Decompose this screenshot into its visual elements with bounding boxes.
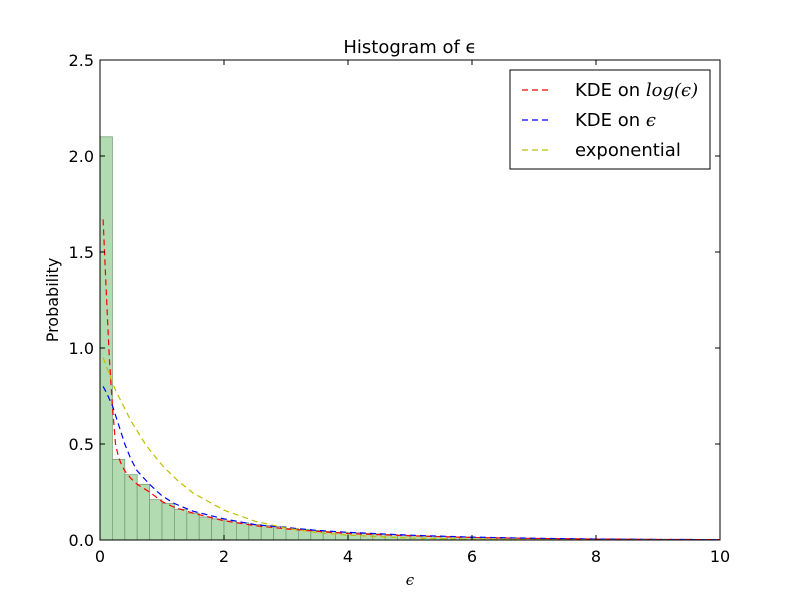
- histogram-bar: [161, 503, 175, 541]
- legend-label: exponential: [575, 140, 681, 161]
- x-tick-label: 4: [343, 547, 353, 566]
- y-tick-label: 1.0: [69, 339, 94, 358]
- histogram-bars: [99, 136, 721, 541]
- x-tick-label: 10: [710, 547, 730, 566]
- x-tick-label: 6: [467, 547, 477, 566]
- histogram-bar: [124, 474, 138, 541]
- histogram-bar: [136, 483, 150, 541]
- legend-label: KDE on ϵ: [575, 110, 656, 131]
- histogram-bar: [223, 520, 237, 541]
- histogram-bar: [235, 522, 250, 541]
- series-line-0: [102, 219, 721, 541]
- series-line-1: [102, 386, 721, 541]
- legend-label: KDE on log(ϵ): [575, 80, 698, 101]
- y-axis-ticks: 0.0 0.5 1.0 1.5 2.0 2.5: [69, 51, 720, 550]
- histogram-bar: [211, 518, 225, 541]
- x-tick-label: 0: [95, 547, 105, 566]
- y-tick-label: 2.0: [69, 147, 94, 166]
- chart-title: Histogram of ϵ: [343, 37, 476, 58]
- histogram-bar: [248, 524, 262, 541]
- histogram-bar: [149, 499, 163, 541]
- histogram-bar: [186, 512, 200, 541]
- histogram-bar: [112, 458, 126, 541]
- plot-frame: [99, 59, 721, 541]
- x-axis-ticks: 0 2 4 6 8 10: [95, 60, 730, 566]
- y-tick-label: 0.0: [69, 531, 94, 550]
- x-tick-label: 2: [219, 547, 229, 566]
- y-tick-label: 2.5: [69, 51, 94, 70]
- histogram-bar: [99, 136, 113, 541]
- x-axis-label: ϵ: [406, 571, 415, 589]
- x-tick-label: 8: [591, 547, 601, 566]
- y-tick-label: 1.5: [69, 243, 94, 262]
- histogram-bar: [173, 508, 188, 541]
- y-tick-label: 0.5: [69, 435, 94, 454]
- y-axis-label: Probability: [43, 258, 62, 343]
- legend: KDE on log(ϵ) KDE on ϵ exponential: [509, 69, 711, 170]
- histogram-bar: [198, 516, 212, 541]
